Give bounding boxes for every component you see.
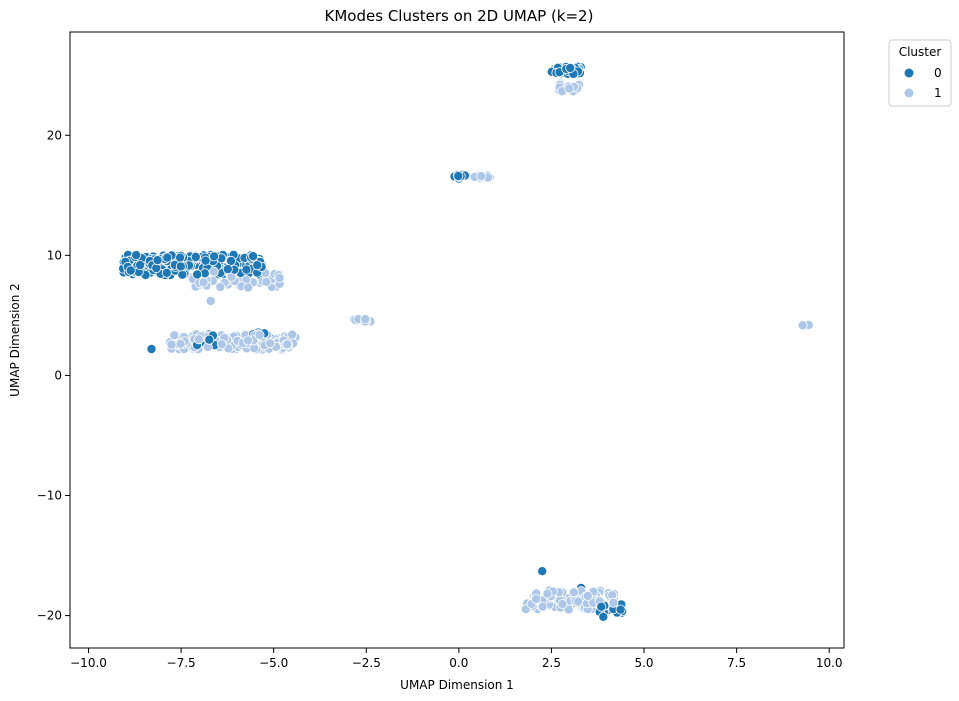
point-cluster-0 [222, 264, 233, 275]
point-cluster-0 [598, 611, 609, 622]
point-cluster-1 [208, 266, 219, 277]
point-cluster-1 [542, 588, 553, 599]
x-tick-label: −2.5 [352, 656, 381, 670]
chart-title: KModes Clusters on 2D UMAP (k=2) [325, 7, 594, 25]
point-cluster-1 [564, 83, 575, 94]
point-cluster-1 [582, 590, 593, 601]
x-tick-label: −5.0 [259, 656, 288, 670]
point-cluster-1 [215, 281, 226, 292]
x-tick-label: 0.0 [449, 656, 468, 670]
point-cluster-1 [557, 599, 568, 610]
legend-frame [888, 39, 952, 107]
legend-label-0: 0 [934, 66, 942, 80]
point-cluster-0 [177, 269, 188, 280]
point-cluster-0 [241, 264, 252, 275]
point-cluster-1 [531, 594, 542, 605]
x-axis-label: UMAP Dimension 1 [400, 678, 514, 692]
point-cluster-0 [190, 251, 201, 262]
point-cluster-0 [152, 255, 163, 266]
point-cluster-1 [242, 335, 253, 346]
point-cluster-0 [175, 261, 186, 272]
point-cluster-1 [360, 314, 371, 325]
point-cluster-1 [175, 338, 186, 349]
point-cluster-0 [200, 255, 211, 266]
point-cluster-1 [166, 339, 177, 350]
point-cluster-1 [198, 277, 209, 288]
y-tick-label: −10 [37, 489, 62, 503]
point-cluster-1 [274, 272, 285, 283]
point-cluster-0 [146, 343, 157, 354]
point-cluster-0 [131, 250, 142, 261]
point-cluster-1 [568, 587, 579, 598]
x-tick-label: 5.0 [634, 656, 653, 670]
y-tick-label: 0 [54, 368, 62, 382]
point-cluster-0 [615, 604, 626, 615]
point-cluster-1 [287, 329, 298, 340]
point-cluster-0 [161, 267, 172, 278]
x-tick-label: −10.0 [70, 656, 107, 670]
point-cluster-0 [248, 251, 259, 262]
point-cluster-0 [209, 251, 220, 262]
x-tick-label: 2.5 [542, 656, 561, 670]
point-cluster-0 [192, 269, 203, 280]
legend-marker-1 [904, 88, 914, 98]
y-tick-label: −20 [37, 609, 62, 623]
point-cluster-0 [162, 252, 173, 263]
point-cluster-0 [565, 63, 576, 74]
point-cluster-1 [254, 329, 265, 340]
x-axis: −10.0 −7.5 −5.0 −2.5 0.0 2.5 5.0 7.5 10.0 [70, 648, 843, 670]
y-axis: −20 −10 0 10 20 [37, 128, 70, 623]
point-cluster-0 [175, 252, 186, 263]
legend-title: Cluster [899, 45, 942, 59]
point-cluster-1 [243, 282, 254, 293]
legend-label-1: 1 [934, 86, 942, 100]
point-cluster-1 [537, 601, 548, 612]
legend-marker-0 [904, 68, 914, 78]
point-cluster-1 [282, 339, 293, 350]
point-cluster-1 [193, 334, 204, 345]
legend: Cluster 0 1 [888, 39, 952, 107]
point-cluster-1 [797, 320, 808, 331]
point-cluster-1 [261, 276, 272, 287]
point-cluster-0 [135, 260, 146, 271]
point-cluster-1 [169, 330, 180, 341]
point-cluster-1 [573, 596, 584, 607]
point-cluster-1 [265, 338, 276, 349]
point-cluster-1 [476, 171, 487, 182]
y-axis-label: UMAP Dimension 2 [8, 283, 22, 397]
x-tick-label: 10.0 [816, 656, 843, 670]
plot-frame [69, 31, 845, 649]
x-tick-label: 7.5 [727, 656, 746, 670]
point-cluster-0 [204, 334, 215, 345]
point-cluster-1 [608, 597, 619, 608]
point-cluster-0 [537, 566, 548, 577]
y-tick-label: 10 [47, 248, 62, 262]
y-tick-label: 20 [47, 128, 62, 142]
point-cluster-0 [125, 265, 136, 276]
point-cluster-1 [205, 295, 216, 306]
point-cluster-0 [596, 601, 607, 612]
point-cluster-1 [216, 339, 227, 350]
x-tick-label: −7.5 [167, 656, 196, 670]
points-layer [118, 61, 814, 622]
point-cluster-0 [453, 171, 464, 182]
point-cluster-0 [252, 260, 263, 271]
